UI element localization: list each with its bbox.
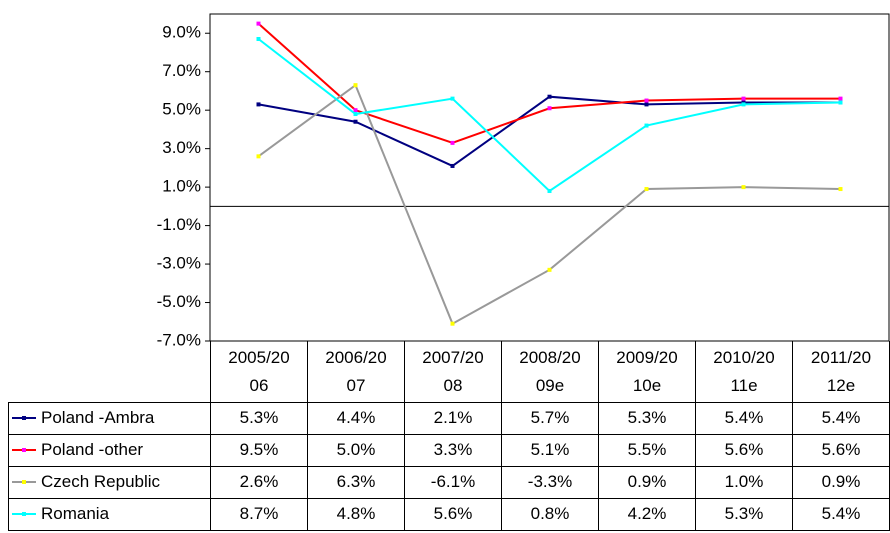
x-tick-label: 2007/2008: [422, 348, 484, 395]
x-category-cell: 2010/2011e: [695, 341, 793, 403]
value-cell: 4.2%: [598, 498, 696, 531]
value-cell: 9.5%: [210, 434, 308, 467]
x-category-cell: 2008/2009e: [501, 341, 599, 403]
data-point: [838, 100, 843, 105]
data-point: [256, 154, 261, 159]
data-point: [353, 112, 358, 117]
value-cell: 2.6%: [210, 466, 308, 499]
y-tick-label: 5.0%: [162, 100, 201, 119]
data-point: [644, 98, 649, 103]
data-point: [353, 119, 358, 124]
data-point: [256, 102, 261, 107]
data-point: [450, 163, 455, 168]
x-tick-label: 2011/2012e: [810, 348, 872, 395]
value-cell: 4.4%: [307, 402, 405, 435]
legend-label: Poland -Ambra: [8, 402, 211, 435]
data-point: [547, 267, 552, 272]
y-tick-label: 7.0%: [162, 61, 201, 80]
data-point: [450, 96, 455, 101]
legend-label: Czech Republic: [8, 466, 211, 499]
y-tick-label: -1.0%: [157, 215, 201, 234]
legend-label: Romania: [8, 498, 211, 531]
x-tick-label: 2008/2009e: [519, 348, 581, 395]
y-tick-label: -7.0%: [157, 330, 201, 349]
value-cell: 5.6%: [404, 498, 502, 531]
plot-frame: [209, 13, 890, 342]
x-category-cell: 2006/2007: [307, 341, 405, 403]
value-cell: 5.4%: [792, 498, 890, 531]
y-tick-label: -3.0%: [157, 254, 201, 273]
data-point: [450, 321, 455, 326]
series-line: [257, 83, 841, 326]
value-cell: 5.0%: [307, 434, 405, 467]
data-point: [741, 102, 746, 107]
value-cell: 0.9%: [598, 466, 696, 499]
data-point: [741, 96, 746, 101]
data-point: [741, 185, 746, 190]
data-point: [547, 94, 552, 99]
value-cell: 4.8%: [307, 498, 405, 531]
value-cell: 3.3%: [404, 434, 502, 467]
data-point: [644, 102, 649, 107]
x-tick-label: 2006/2007: [325, 348, 387, 395]
y-tick-label: 1.0%: [162, 177, 201, 196]
x-category-cell: 2011/2012e: [792, 341, 890, 403]
data-point: [644, 123, 649, 128]
value-cell: 5.6%: [695, 434, 793, 467]
value-cell: 6.3%: [307, 466, 405, 499]
value-cell: 5.6%: [792, 434, 890, 467]
series-line: [257, 22, 841, 144]
series-line: [257, 38, 841, 193]
value-cell: -3.3%: [501, 466, 599, 499]
value-cell: 5.3%: [695, 498, 793, 531]
value-cell: 5.3%: [598, 402, 696, 435]
data-point: [741, 100, 746, 105]
x-category-cell: 2005/2006: [210, 341, 308, 403]
value-cell: 5.4%: [695, 402, 793, 435]
data-point: [838, 96, 843, 101]
value-cell: 5.1%: [501, 434, 599, 467]
x-tick-label: 2005/2006: [228, 348, 290, 395]
data-point: [256, 21, 261, 26]
data-point: [256, 37, 261, 42]
x-category-cell: 2007/2008: [404, 341, 502, 403]
x-category-cell: 2009/2010e: [598, 341, 696, 403]
x-tick-label: 2010/2011e: [713, 348, 775, 395]
value-cell: 5.4%: [792, 402, 890, 435]
value-cell: 5.7%: [501, 402, 599, 435]
y-tick-label: 3.0%: [162, 138, 201, 157]
data-point: [353, 108, 358, 113]
value-cell: 2.1%: [404, 402, 502, 435]
value-cell: 0.8%: [501, 498, 599, 531]
data-point: [547, 188, 552, 193]
data-point: [450, 140, 455, 145]
value-cell: 0.9%: [792, 466, 890, 499]
x-tick-label: 2009/2010e: [616, 348, 678, 395]
value-cell: 5.3%: [210, 402, 308, 435]
value-cell: 8.7%: [210, 498, 308, 531]
data-point: [547, 106, 552, 111]
data-point: [644, 187, 649, 192]
value-cell: 1.0%: [695, 466, 793, 499]
data-point: [838, 100, 843, 105]
value-cell: -6.1%: [404, 466, 502, 499]
y-tick-label: -5.0%: [157, 292, 201, 311]
data-point: [353, 83, 358, 88]
legend-label: Poland -other: [8, 434, 211, 467]
y-tick-label: 9.0%: [162, 23, 201, 42]
data-point: [838, 187, 843, 192]
value-cell: 5.5%: [598, 434, 696, 467]
series-line: [258, 95, 841, 168]
